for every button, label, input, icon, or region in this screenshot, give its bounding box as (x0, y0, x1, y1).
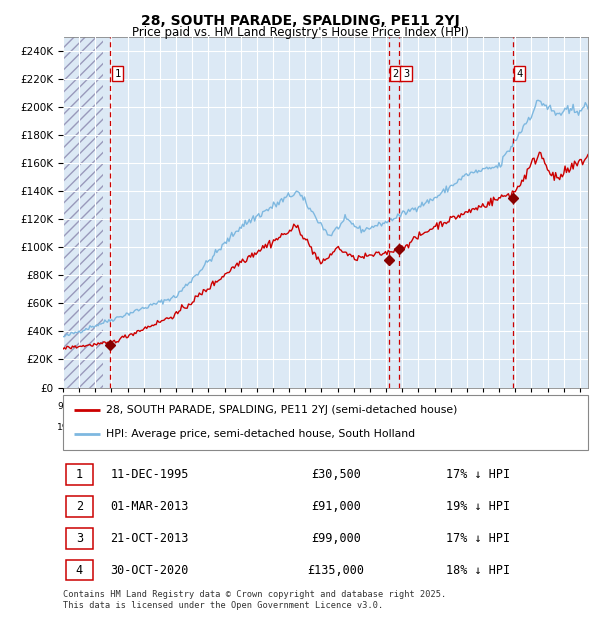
Text: 20: 20 (268, 423, 278, 432)
Text: 15: 15 (413, 402, 424, 410)
Text: 17% ↓ HPI: 17% ↓ HPI (446, 468, 511, 481)
Text: 11-DEC-1995: 11-DEC-1995 (110, 468, 188, 481)
Text: 17% ↓ HPI: 17% ↓ HPI (446, 532, 511, 545)
Text: 19: 19 (73, 423, 85, 432)
Text: 28, SOUTH PARADE, SPALDING, PE11 2YJ: 28, SOUTH PARADE, SPALDING, PE11 2YJ (140, 14, 460, 28)
Text: 04: 04 (235, 402, 247, 410)
Text: 19: 19 (122, 423, 133, 432)
Text: 20: 20 (316, 423, 327, 432)
Text: 20: 20 (348, 423, 359, 432)
FancyBboxPatch shape (65, 528, 93, 549)
Text: 19% ↓ HPI: 19% ↓ HPI (446, 500, 511, 513)
Text: 20: 20 (445, 423, 457, 432)
Text: 02: 02 (203, 402, 214, 410)
Text: £135,000: £135,000 (308, 564, 365, 577)
FancyBboxPatch shape (65, 560, 93, 580)
Text: 03: 03 (219, 402, 230, 410)
Text: 20: 20 (219, 423, 230, 432)
Text: 98: 98 (138, 402, 149, 410)
Text: 22: 22 (526, 402, 537, 410)
Text: 94: 94 (73, 402, 85, 410)
Text: 10: 10 (332, 402, 343, 410)
Text: 2: 2 (76, 500, 83, 513)
Text: 20: 20 (493, 423, 505, 432)
Text: 18% ↓ HPI: 18% ↓ HPI (446, 564, 511, 577)
Text: Contains HM Land Registry data © Crown copyright and database right 2025.
This d: Contains HM Land Registry data © Crown c… (63, 590, 446, 609)
Text: £91,000: £91,000 (311, 500, 361, 513)
Text: 06: 06 (267, 402, 279, 410)
Text: 19: 19 (57, 423, 69, 432)
Text: 00: 00 (170, 402, 182, 410)
Text: 20: 20 (251, 423, 263, 432)
Text: 96: 96 (106, 402, 117, 410)
Text: 28, SOUTH PARADE, SPALDING, PE11 2YJ (semi-detached house): 28, SOUTH PARADE, SPALDING, PE11 2YJ (se… (106, 405, 457, 415)
Text: 20: 20 (429, 423, 440, 432)
Text: 3: 3 (76, 532, 83, 545)
Text: 16: 16 (429, 402, 440, 410)
Text: 05: 05 (251, 402, 263, 410)
Text: 1: 1 (76, 468, 83, 481)
Text: 20: 20 (203, 423, 214, 432)
Text: 19: 19 (106, 423, 117, 432)
Text: 21: 21 (509, 402, 521, 410)
Text: 20: 20 (364, 423, 376, 432)
Text: 19: 19 (138, 423, 149, 432)
Text: £99,000: £99,000 (311, 532, 361, 545)
Text: 20: 20 (558, 423, 569, 432)
Text: 18: 18 (461, 402, 473, 410)
Text: 20: 20 (574, 423, 586, 432)
Text: 20: 20 (509, 423, 521, 432)
Text: 20: 20 (526, 423, 537, 432)
FancyBboxPatch shape (65, 464, 93, 485)
Text: 99: 99 (154, 402, 166, 410)
Text: 20: 20 (187, 423, 198, 432)
Text: 20: 20 (397, 423, 408, 432)
Text: 19: 19 (154, 423, 166, 432)
Text: 12: 12 (364, 402, 376, 410)
Text: 13: 13 (380, 402, 392, 410)
Text: 09: 09 (316, 402, 327, 410)
Text: 25: 25 (574, 402, 586, 410)
Text: 4: 4 (76, 564, 83, 577)
Text: 01-MAR-2013: 01-MAR-2013 (110, 500, 188, 513)
Text: 20: 20 (170, 423, 182, 432)
Text: 20: 20 (380, 423, 392, 432)
Text: 07: 07 (283, 402, 295, 410)
Text: 20: 20 (235, 423, 247, 432)
FancyBboxPatch shape (63, 395, 588, 450)
Bar (63, 37, 103, 387)
Text: 01: 01 (187, 402, 198, 410)
Text: 17: 17 (445, 402, 457, 410)
FancyBboxPatch shape (65, 496, 93, 517)
Text: 97: 97 (122, 402, 133, 410)
Text: HPI: Average price, semi-detached house, South Holland: HPI: Average price, semi-detached house,… (106, 429, 415, 439)
Text: 20: 20 (299, 423, 311, 432)
Text: Price paid vs. HM Land Registry's House Price Index (HPI): Price paid vs. HM Land Registry's House … (131, 26, 469, 39)
Text: 19: 19 (477, 402, 489, 410)
Text: 23: 23 (542, 402, 553, 410)
Text: 93: 93 (57, 402, 69, 410)
Text: 20: 20 (283, 423, 295, 432)
Text: 30-OCT-2020: 30-OCT-2020 (110, 564, 188, 577)
Text: 20: 20 (493, 402, 505, 410)
Text: 3: 3 (403, 69, 409, 79)
Text: 20: 20 (413, 423, 424, 432)
Text: 24: 24 (558, 402, 569, 410)
Text: 11: 11 (348, 402, 359, 410)
Text: 4: 4 (517, 69, 523, 79)
Text: 08: 08 (299, 402, 311, 410)
Text: 95: 95 (89, 402, 101, 410)
Text: 14: 14 (397, 402, 408, 410)
Text: 20: 20 (478, 423, 488, 432)
Text: 20: 20 (542, 423, 553, 432)
Text: £30,500: £30,500 (311, 468, 361, 481)
Text: 1: 1 (115, 69, 121, 79)
Text: 19: 19 (89, 423, 101, 432)
Text: 2: 2 (392, 69, 399, 79)
Text: 20: 20 (332, 423, 343, 432)
Text: 20: 20 (461, 423, 473, 432)
Text: 21-OCT-2013: 21-OCT-2013 (110, 532, 188, 545)
